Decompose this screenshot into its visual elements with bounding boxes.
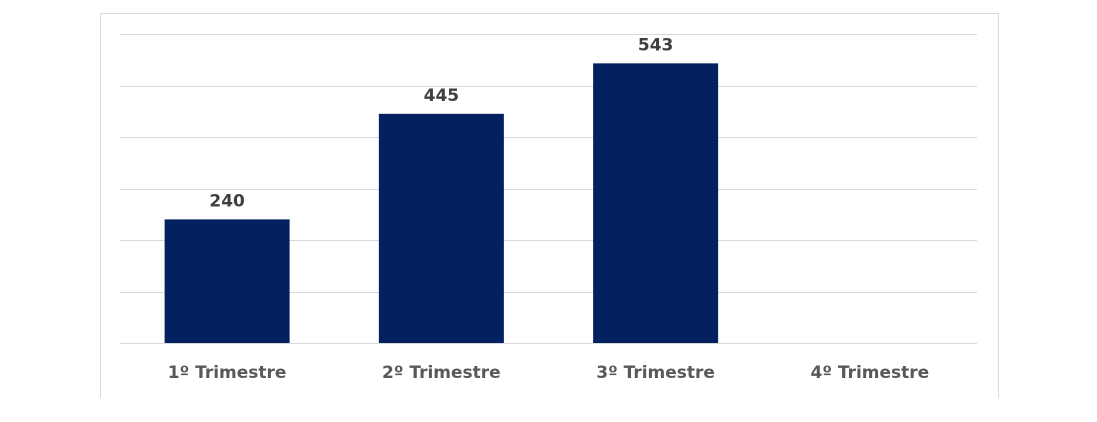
data-label: 445 bbox=[424, 86, 460, 106]
bar bbox=[378, 113, 504, 343]
bar bbox=[593, 63, 719, 343]
category-label: 2º Trimestre bbox=[382, 363, 501, 383]
data-label: 543 bbox=[638, 35, 674, 55]
category-label: 1º Trimestre bbox=[168, 363, 287, 383]
data-label: 240 bbox=[209, 191, 245, 211]
category-label: 3º Trimestre bbox=[596, 363, 715, 383]
chart-frame bbox=[100, 13, 999, 398]
category-label: 4º Trimestre bbox=[811, 363, 930, 383]
bar bbox=[164, 219, 290, 343]
